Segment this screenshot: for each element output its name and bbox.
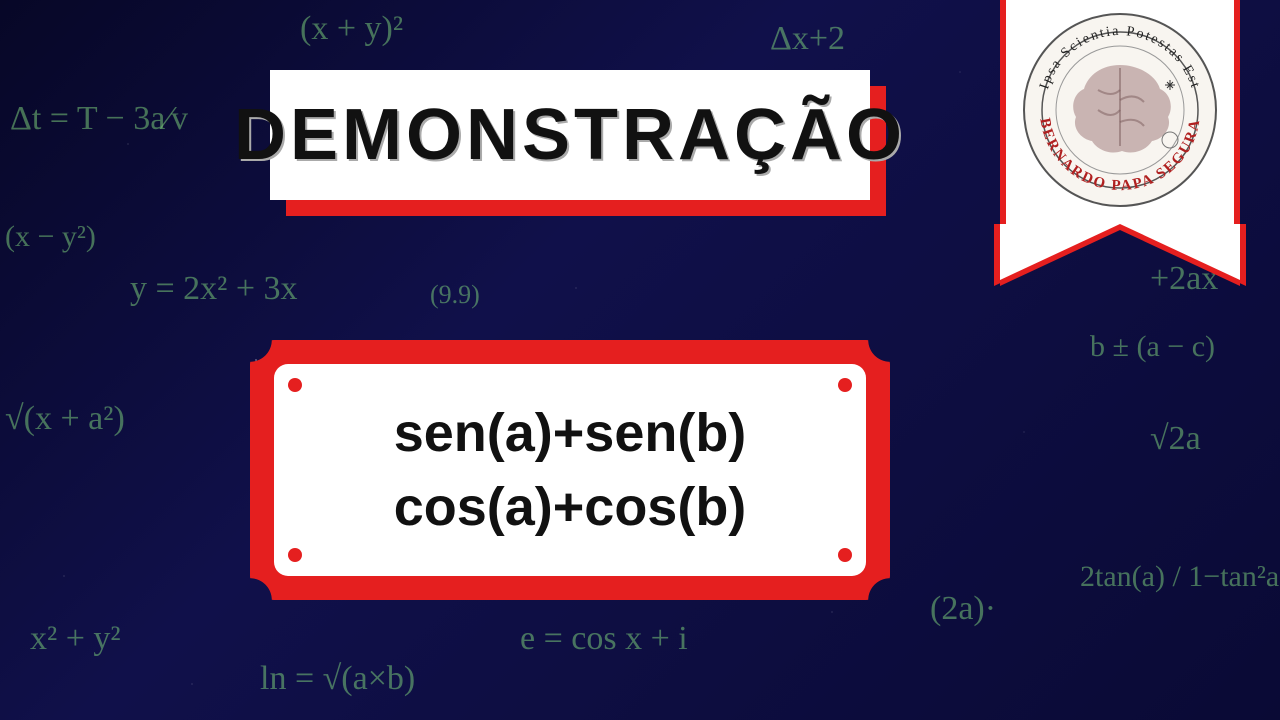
- corner-dot: [288, 378, 302, 392]
- seal-emblem: Ipsa Scientia Potestas Est BERNARDO PAPA…: [1020, 10, 1220, 210]
- corner-dot: [288, 548, 302, 562]
- ribbon-badge: Ipsa Scientia Potestas Est BERNARDO PAPA…: [1000, 0, 1240, 280]
- title-text: DEMONSTRAÇÃO: [234, 94, 906, 176]
- title-block: DEMONSTRAÇÃO: [270, 70, 870, 200]
- formula-line-1: sen(a)+sen(b): [394, 402, 747, 464]
- ribbon-tail: [1000, 224, 1240, 280]
- corner-dot: [838, 548, 852, 562]
- title-card: DEMONSTRAÇÃO: [270, 70, 870, 200]
- formula-card-inner: sen(a)+sen(b) cos(a)+cos(b): [274, 364, 866, 576]
- formula-line-2: cos(a)+cos(b): [394, 476, 747, 538]
- corner-dot: [838, 378, 852, 392]
- formula-card: sen(a)+sen(b) cos(a)+cos(b): [250, 340, 890, 600]
